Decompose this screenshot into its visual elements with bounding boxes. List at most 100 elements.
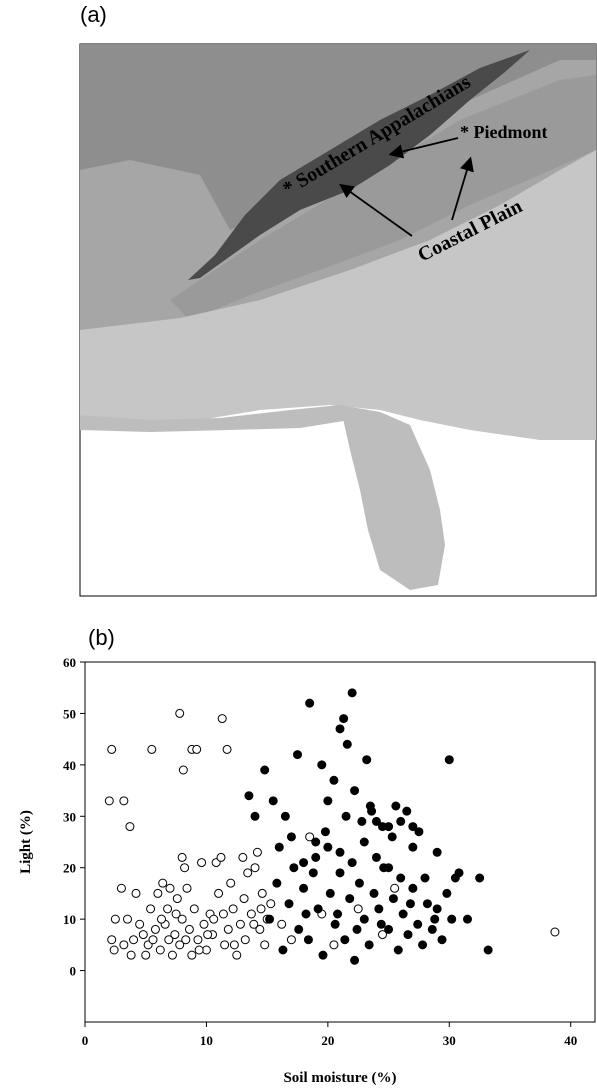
open-point (171, 909, 181, 919)
open-point (126, 950, 136, 960)
open-point (187, 950, 197, 960)
open-point (189, 904, 199, 914)
open-point (147, 744, 157, 754)
map-gulf-coast (80, 405, 350, 432)
filled-point (286, 832, 296, 842)
filled-point (427, 924, 437, 934)
open-point (119, 940, 129, 950)
filled-point (371, 852, 381, 862)
open-point (182, 883, 192, 893)
filled-point (418, 940, 428, 950)
open-point (178, 765, 188, 775)
filled-point (354, 878, 364, 888)
filled-point (403, 930, 413, 940)
open-point (153, 888, 163, 898)
filled-point (384, 863, 394, 873)
y-axis-label: Light (%) (18, 810, 34, 874)
open-point (175, 708, 185, 718)
open-point (165, 883, 175, 893)
open-point (255, 924, 265, 934)
open-point (104, 796, 114, 806)
open-point (353, 904, 363, 914)
open-point (256, 904, 266, 914)
open-point (238, 852, 248, 862)
open-point (243, 868, 253, 878)
filled-point (384, 822, 394, 832)
filled-point (294, 924, 304, 934)
y-axis: 0 10 20 30 40 50 60 (63, 655, 85, 979)
open-point (175, 940, 185, 950)
filled-point (420, 873, 430, 883)
x-axis-label: Soil moisture (%) (283, 1070, 396, 1086)
filled-point (463, 914, 472, 924)
filled-point (284, 899, 294, 909)
open-point (193, 935, 203, 945)
filled-point (483, 945, 493, 955)
filled-point (339, 714, 349, 724)
filled-point (317, 760, 327, 770)
x-tick-label: 20 (321, 1033, 334, 1048)
open-point (329, 940, 339, 950)
filled-point (323, 796, 333, 806)
y-tick-label: 50 (63, 706, 76, 721)
filled-point (325, 888, 335, 898)
filled-point (335, 847, 345, 857)
filled-point (388, 894, 398, 904)
filled-point (408, 842, 418, 852)
panel-b-label: (b) (88, 625, 115, 650)
filled-point (293, 750, 302, 760)
open-point (239, 894, 249, 904)
open-point (164, 935, 174, 945)
open-point (277, 919, 287, 929)
filled-point (250, 811, 260, 821)
open-point (194, 945, 204, 955)
filled-point (454, 868, 464, 878)
open-point (125, 822, 135, 832)
arrow-piedmont-to-appalachians (388, 137, 459, 159)
open-point (286, 935, 296, 945)
region-map: * Southern Appalachians * Piedmont Coast… (79, 43, 597, 597)
y-tick-label: 0 (70, 964, 77, 979)
y-tick-label: 10 (63, 912, 76, 927)
open-point (214, 888, 224, 898)
open-point (232, 950, 242, 960)
filled-point (311, 837, 321, 847)
arrow-coastal-to-piedmont (451, 156, 474, 221)
open-point (177, 914, 187, 924)
filled-point (345, 894, 355, 904)
open-point (378, 930, 387, 940)
open-point (550, 927, 560, 937)
filled-point (359, 837, 369, 847)
filled-point (357, 816, 367, 826)
filled-point (301, 909, 311, 919)
filled-point (340, 935, 350, 945)
filled-point (396, 816, 406, 826)
open-point (167, 950, 177, 960)
open-point (184, 924, 194, 934)
open-point (129, 935, 139, 945)
filled-point (393, 945, 403, 955)
filled-point (274, 842, 284, 852)
open-point (141, 950, 151, 960)
filled-point (365, 801, 375, 811)
map-region-piedmont (170, 75, 596, 320)
filled-point (362, 755, 372, 765)
open-point (172, 894, 182, 904)
open-point (109, 945, 119, 955)
filled-point (335, 868, 345, 878)
filled-point (299, 883, 309, 893)
filled-point (437, 935, 447, 945)
open-point (216, 852, 226, 862)
filled-point (329, 775, 339, 785)
open-point (123, 914, 132, 924)
open-point (222, 744, 232, 754)
filled-point (260, 765, 270, 775)
filled-point (311, 852, 321, 862)
filled-point (303, 935, 313, 945)
filled-point (405, 899, 415, 909)
open-point (218, 909, 228, 919)
filled-point (371, 816, 381, 826)
filled-point (305, 698, 315, 708)
filled-point (318, 950, 328, 960)
filled-point (430, 914, 440, 924)
